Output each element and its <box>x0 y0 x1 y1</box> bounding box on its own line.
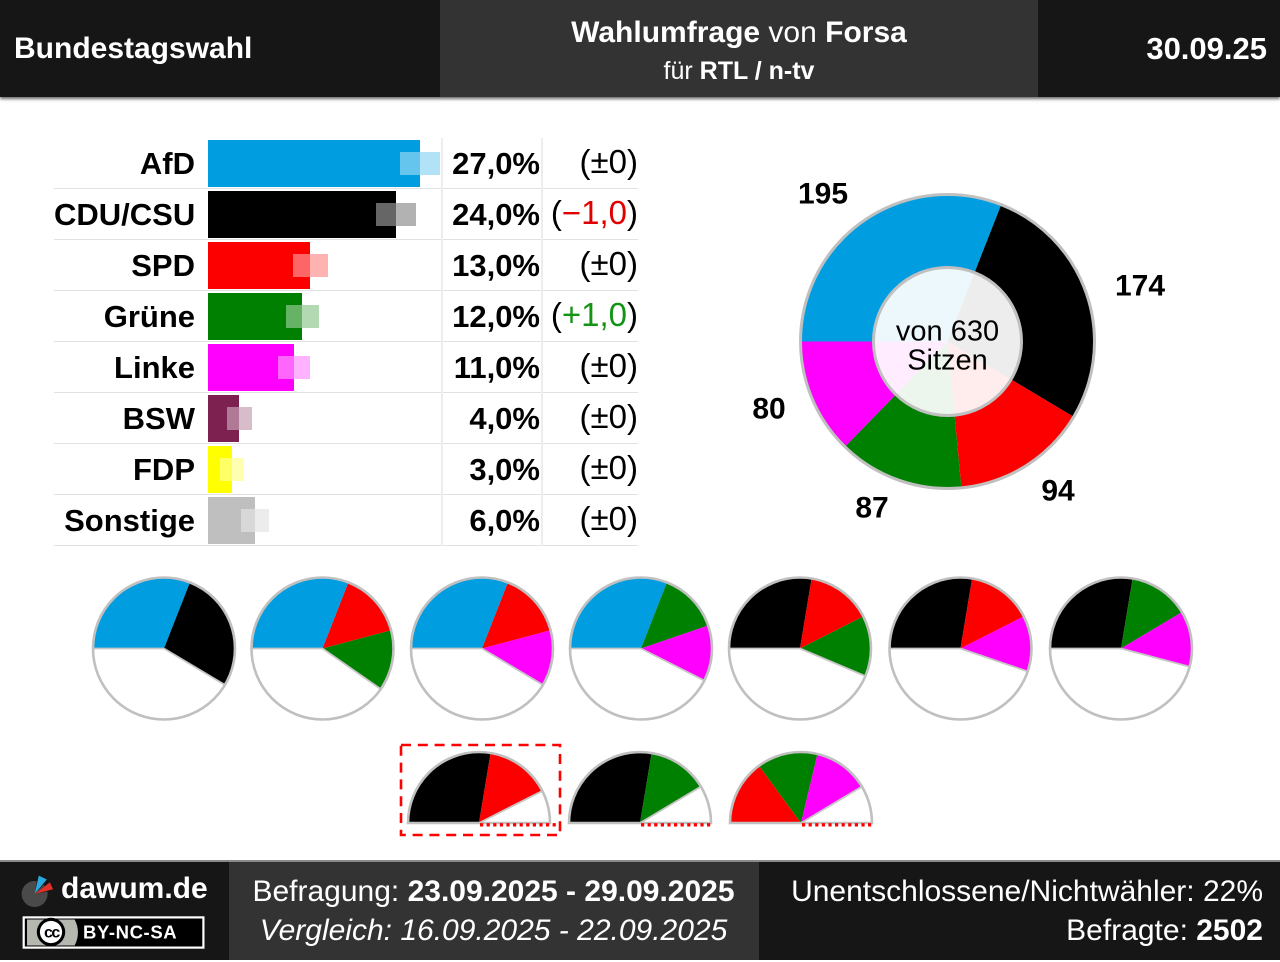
svg-text:80: 80 <box>752 393 785 426</box>
svg-text:174: 174 <box>1115 270 1165 303</box>
svg-text:Sitzen: Sitzen <box>907 345 988 377</box>
svg-text:94: 94 <box>1041 475 1075 508</box>
svg-text:BY-NC-SA: BY-NC-SA <box>83 921 177 942</box>
svg-text:cc: cc <box>44 924 60 941</box>
svg-text:195: 195 <box>798 178 848 211</box>
svg-text:87: 87 <box>855 492 888 525</box>
svg-text:von 630: von 630 <box>896 316 999 348</box>
